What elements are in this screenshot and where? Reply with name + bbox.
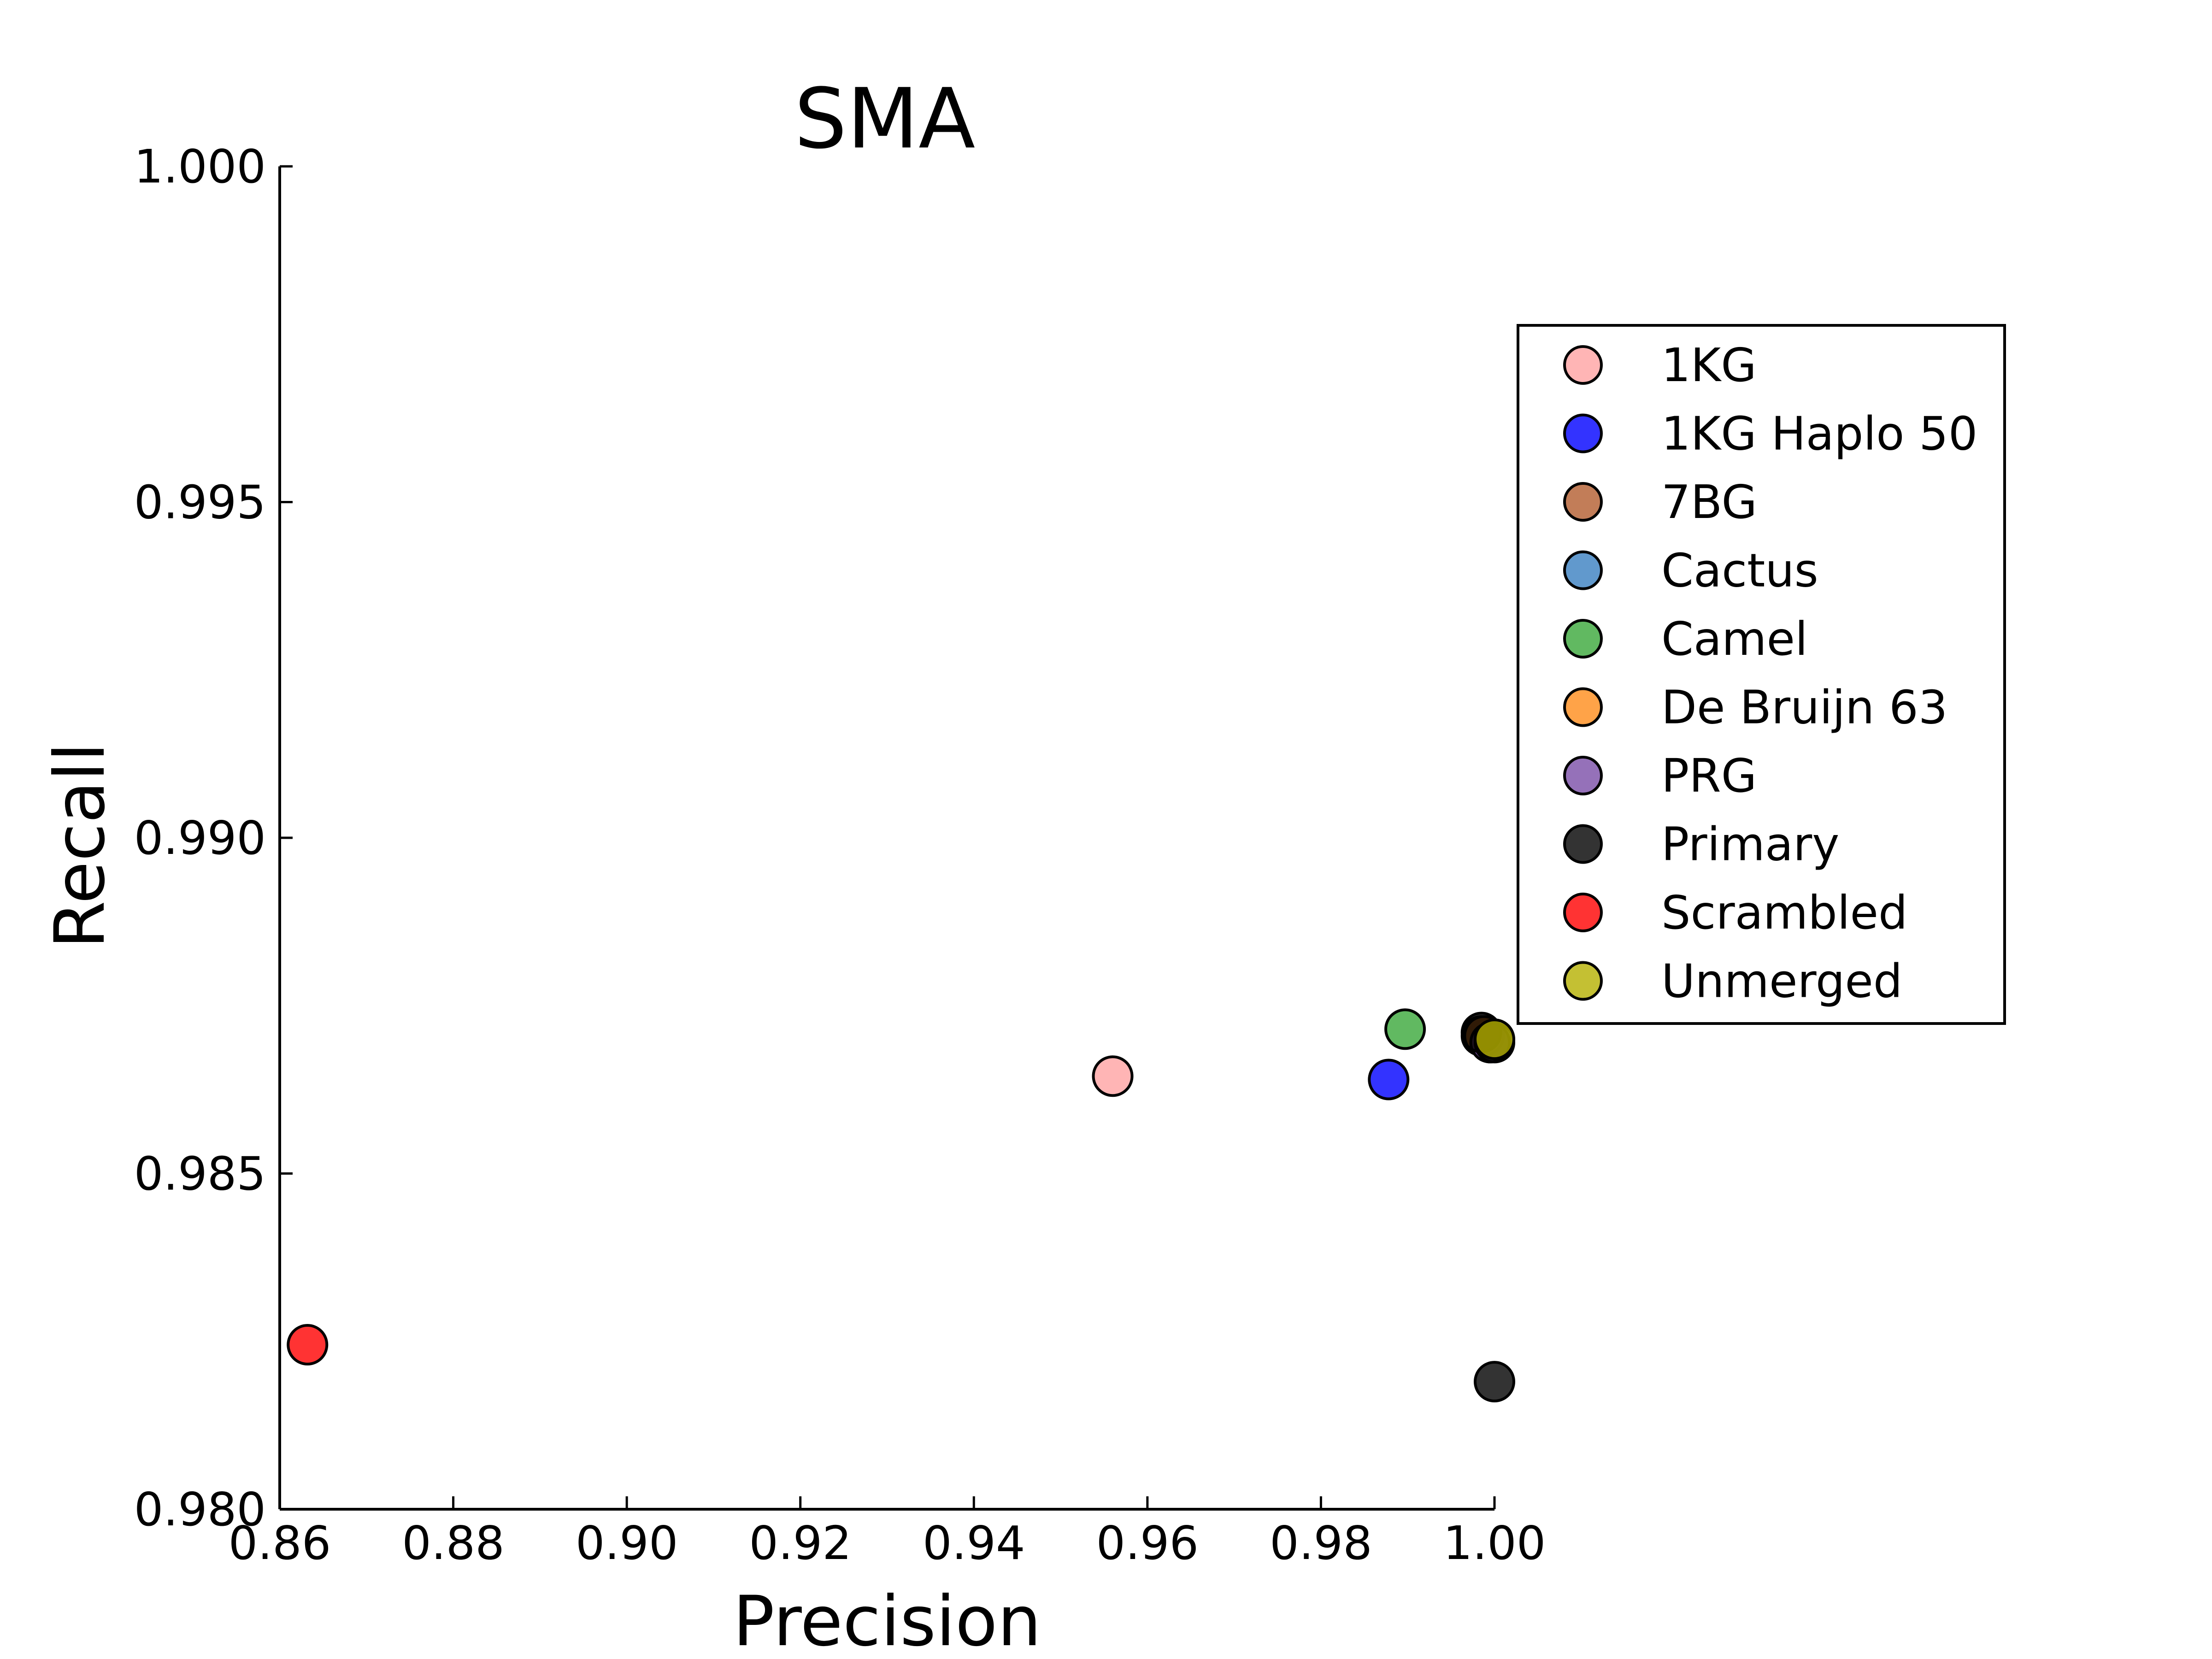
legend-items: 1KG 1KG Haplo 50 7BG Cactus Camel De Bruijn 6… [1563,338,1977,1008]
x-axis-label: Precision [733,1582,1041,1659]
legend-marker [1563,893,1603,932]
x-axis-ticks: 0.86 0.88 0.90 0.92 0.94 0.96 0.98 1.00 [229,1496,1546,1570]
x-tick-label: 0.88 [402,1516,505,1570]
y-tick-label: 0.985 [134,1147,266,1201]
legend-marker [1563,619,1603,659]
y-tick-label: 0.990 [134,811,266,865]
x-tick-label: 0.98 [1270,1516,1372,1570]
legend-marker [1563,550,1603,590]
x-tick-label: 0.96 [1096,1516,1199,1570]
data-point [1092,1055,1134,1097]
data-points [287,1008,1515,1403]
x-tick-label: 0.92 [749,1516,852,1570]
legend-label: 1KG Haplo 50 [1661,407,1977,461]
plot-axes [278,166,1494,1511]
x-tick-label: 1.00 [1443,1516,1546,1570]
y-axis-label: Recall [40,742,120,949]
legend-label: Unmerged [1661,954,1902,1008]
legend-marker [1563,687,1603,727]
legend-marker [1563,961,1603,1001]
y-tick-label: 0.980 [134,1483,266,1536]
legend: 1KG 1KG Haplo 50 7BG Cactus Camel De Bruijn 6… [1517,324,2006,1025]
x-tick-label: 0.86 [229,1516,331,1570]
data-point [1368,1059,1410,1100]
legend-label: Cactus [1661,544,1818,598]
legend-label: De Bruijn 63 [1661,681,1947,735]
legend-marker [1563,482,1603,522]
data-point [1474,1361,1515,1403]
y-tick-label: 1.000 [134,140,266,194]
data-point [1384,1008,1426,1050]
legend-label: Primary [1661,818,1839,871]
legend-marker [1563,824,1603,864]
legend-label: Camel [1661,612,1808,666]
legend-label: PRG [1661,749,1757,803]
legend-marker [1563,345,1603,385]
x-tick-label: 0.90 [576,1516,678,1570]
legend-label: 1KG [1661,338,1757,392]
y-tick-label: 0.995 [134,476,266,529]
legend-label: 7BG [1661,475,1757,529]
legend-label: Scrambled [1661,886,1908,940]
chart-title: SMA [794,71,976,167]
x-tick-label: 0.94 [923,1516,1025,1570]
data-point [287,1324,329,1366]
data-point [1474,1018,1515,1060]
legend-marker [1563,756,1603,795]
legend-marker [1563,413,1603,453]
y-axis-ticks: 0.980 0.985 0.990 0.995 1.000 [134,140,293,1536]
